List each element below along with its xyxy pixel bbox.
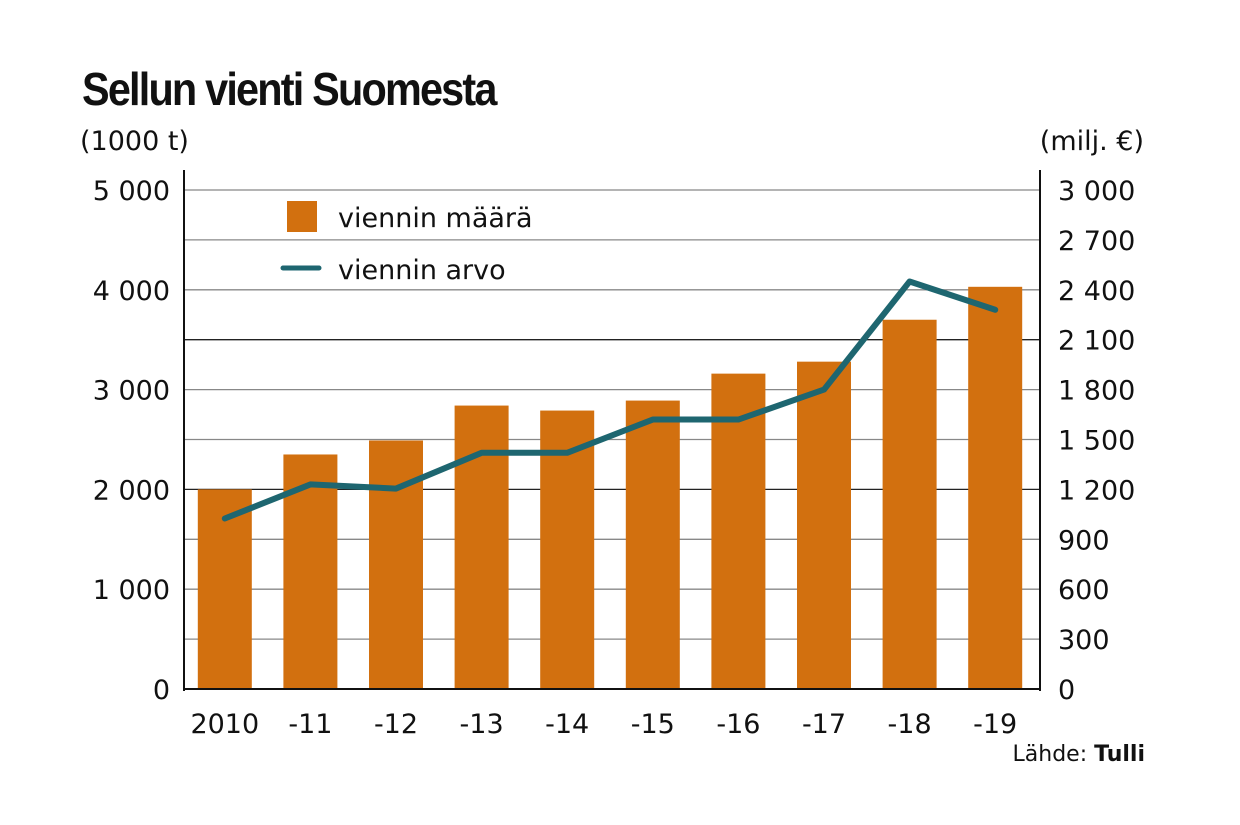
bar	[882, 319, 937, 689]
bar	[797, 361, 851, 689]
right-tick-label: 3 000	[1058, 176, 1135, 207]
x-tick-label: -17	[802, 709, 846, 740]
right-tick-label: 900	[1058, 525, 1110, 556]
right-tick-label: 600	[1058, 575, 1110, 606]
right-axis-unit: (milj. €)	[1039, 126, 1144, 157]
bar	[625, 400, 680, 689]
right-tick-label: 2 100	[1058, 326, 1135, 357]
legend-label-line: viennin arvo	[338, 255, 506, 286]
value-line	[221, 278, 999, 522]
left-tick-label: 1 000	[93, 575, 170, 606]
x-tick-label: -14	[545, 709, 589, 740]
right-tick-label: 1 500	[1058, 426, 1135, 457]
x-tick-label: 2010	[190, 709, 259, 740]
right-tick-label: 1 200	[1058, 475, 1135, 506]
source-name: Tulli	[1094, 742, 1145, 767]
source-note: Lähde: Tulli	[1013, 742, 1145, 767]
bar	[540, 410, 595, 689]
x-tick-label: -19	[973, 709, 1017, 740]
left-tick-label: 3 000	[93, 376, 170, 407]
left-tick-label: 5 000	[93, 176, 170, 207]
x-tick-label: -12	[374, 709, 418, 740]
legend-bar-swatch	[287, 201, 317, 232]
x-tick-label: -18	[888, 709, 932, 740]
bar	[197, 489, 252, 689]
left-tick-label: 0	[153, 675, 170, 706]
left-axis-unit: (1000 t)	[80, 126, 189, 157]
x-tick-label: -16	[716, 709, 760, 740]
right-tick-label: 2 700	[1058, 226, 1135, 257]
left-tick-label: 4 000	[93, 276, 170, 307]
source-label: Lähde:	[1012, 742, 1088, 767]
right-tick-label: 0	[1058, 675, 1075, 706]
x-tick-label: -13	[460, 709, 504, 740]
bar	[711, 373, 766, 689]
bar	[454, 405, 509, 689]
bar	[968, 286, 1023, 689]
x-tick-label: -15	[631, 709, 675, 740]
right-tick-label: 2 400	[1058, 276, 1135, 307]
chart-title: Sellun vienti Suomesta	[82, 63, 497, 115]
legend-label-bar: viennin määrä	[338, 203, 533, 234]
right-tick-label: 300	[1058, 625, 1110, 656]
x-tick-label: -11	[288, 709, 332, 740]
right-tick-label: 1 800	[1058, 376, 1135, 407]
left-tick-label: 2 000	[93, 475, 170, 506]
